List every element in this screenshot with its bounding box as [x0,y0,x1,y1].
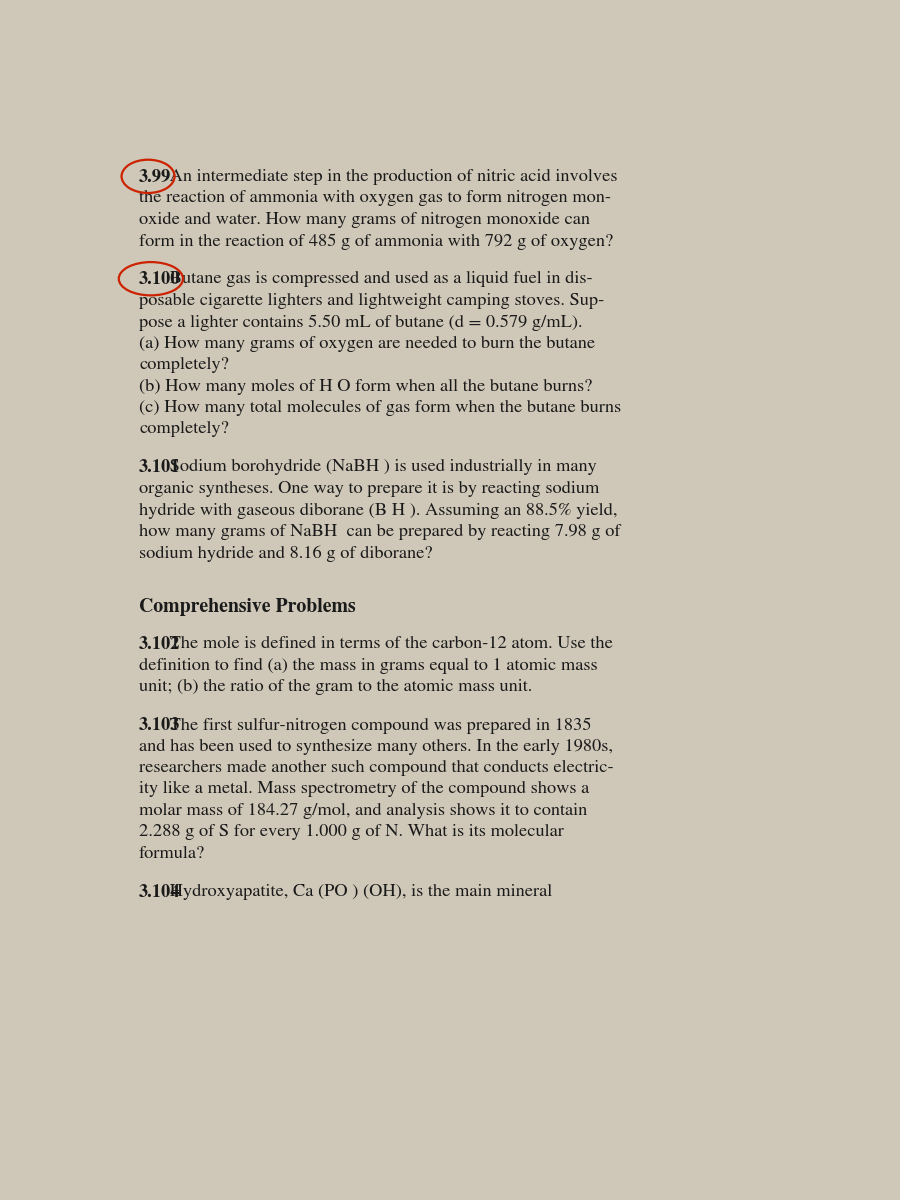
Text: posable cigarette lighters and lightweight camping stoves. Sup-: posable cigarette lighters and lightweig… [139,293,604,308]
Text: (b) How many moles of H₂O form when all the butane burns?: (b) How many moles of H₂O form when all … [139,378,592,395]
Text: oxide and water. How many grams of nitrogen monoxide can: oxide and water. How many grams of nitro… [139,212,590,228]
Text: sodium hydride and 8.16 g of diborane?: sodium hydride and 8.16 g of diborane? [139,545,433,562]
Text: 3.104: 3.104 [139,883,181,901]
Text: The first sulfur-nitrogen compound was prepared in 1835: The first sulfur-nitrogen compound was p… [165,718,591,733]
Text: definition to find (a) the mass in grams equal to 1 atomic mass: definition to find (a) the mass in grams… [139,658,598,673]
Text: An intermediate step in the production of nitric acid involves: An intermediate step in the production o… [165,169,617,185]
Text: form in the reaction of 485 g of ammonia with 792 g of oxygen?: form in the reaction of 485 g of ammonia… [139,233,613,250]
Text: the reaction of ammonia with oxygen gas to form nitrogen mon-: the reaction of ammonia with oxygen gas … [139,191,611,206]
Text: Sodium borohydride (NaBH₄) is used industrially in many: Sodium borohydride (NaBH₄) is used indus… [165,460,597,475]
Text: and has been used to synthesize many others. In the early 1980s,: and has been used to synthesize many oth… [139,738,613,755]
Text: The mole is defined in terms of the carbon-12 atom. Use the: The mole is defined in terms of the carb… [165,636,613,652]
Text: completely?: completely? [139,421,229,437]
Text: completely?: completely? [139,358,229,373]
Text: unit; (b) the ratio of the gram to the atomic mass unit.: unit; (b) the ratio of the gram to the a… [139,679,532,695]
Text: hydride with gaseous diborane (B₂H₆). Assuming an 88.5% yield,: hydride with gaseous diborane (B₂H₆). As… [139,503,617,518]
Text: ity like a metal. Mass spectrometry of the compound shows a: ity like a metal. Mass spectrometry of t… [139,781,590,798]
Text: (c) How many total molecules of gas form when the butane burns: (c) How many total molecules of gas form… [139,400,621,416]
Text: Butane gas is compressed and used as a liquid fuel in dis-: Butane gas is compressed and used as a l… [165,271,592,287]
Text: Comprehensive Problems: Comprehensive Problems [139,598,356,616]
Text: Hydroxyapatite, Ca₅(PO₄)₃(OH), is the main mineral: Hydroxyapatite, Ca₅(PO₄)₃(OH), is the ma… [165,883,552,900]
Text: 3.100: 3.100 [139,271,181,288]
Text: researchers made another such compound that conducts electric-: researchers made another such compound t… [139,760,614,776]
Text: molar mass of 184.27 g/mol, and analysis shows it to contain: molar mass of 184.27 g/mol, and analysis… [139,803,588,818]
Text: 3.101: 3.101 [139,460,181,476]
Text: 3.99: 3.99 [139,169,171,186]
Text: pose a lighter contains 5.50 mL of butane (d = 0.579 g/mL).: pose a lighter contains 5.50 mL of butan… [139,314,582,331]
Text: 3.103: 3.103 [139,718,180,734]
Text: how many grams of NaBH₄ can be prepared by reacting 7.98 g of: how many grams of NaBH₄ can be prepared … [139,523,620,540]
Text: 2.288 g of S for every 1.000 g of N. What is its molecular: 2.288 g of S for every 1.000 g of N. Wha… [139,824,564,840]
Text: (a) How many grams of oxygen are needed to burn the butane: (a) How many grams of oxygen are needed … [139,336,595,352]
Text: organic syntheses. One way to prepare it is by reacting sodium: organic syntheses. One way to prepare it… [139,481,599,497]
Text: 3.102: 3.102 [139,636,180,653]
Text: formula?: formula? [139,846,205,862]
